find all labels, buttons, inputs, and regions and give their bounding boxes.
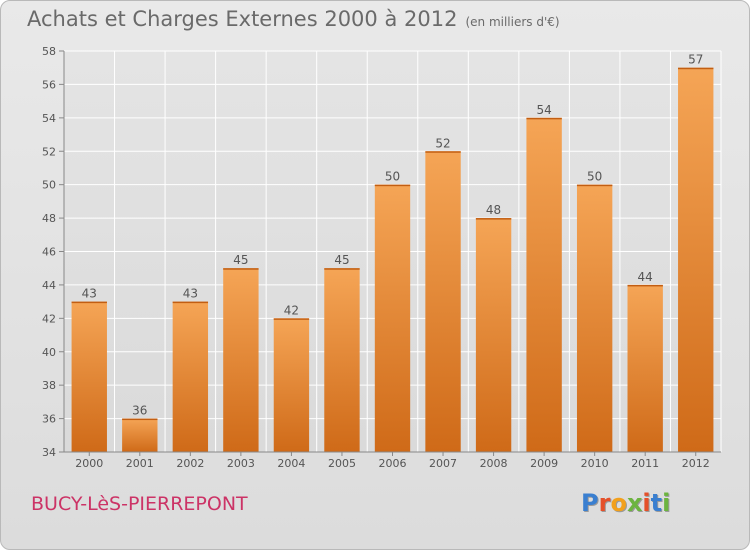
bar-top — [223, 268, 259, 270]
data-label: 50 — [587, 170, 602, 184]
data-label: 52 — [435, 136, 450, 150]
bar — [475, 218, 512, 452]
data-label: 57 — [688, 53, 703, 67]
y-tick-label: 48 — [42, 212, 56, 225]
data-label: 44 — [638, 270, 653, 284]
logo-letter: t — [650, 489, 663, 517]
y-tick-label: 46 — [42, 246, 56, 259]
bar — [425, 151, 461, 452]
x-tick-label: 2001 — [126, 457, 154, 470]
bar-top — [475, 218, 512, 220]
x-tick-label: 2002 — [176, 457, 204, 470]
x-tick-label: 2012 — [682, 457, 710, 470]
bar — [273, 318, 310, 452]
x-tick-label: 2006 — [379, 457, 407, 470]
logo-letter: r — [598, 489, 611, 517]
logo-letter: x — [626, 489, 643, 517]
x-tick-label: 2004 — [277, 457, 305, 470]
y-tick-label: 42 — [42, 312, 56, 325]
y-tick-label: 52 — [42, 145, 56, 158]
data-label: 43 — [82, 287, 97, 301]
bar — [324, 268, 360, 452]
bar — [576, 184, 613, 452]
chart-subtitle: (en milliers d'€) — [465, 15, 560, 29]
bar — [627, 284, 663, 452]
y-tick-label: 50 — [42, 179, 56, 192]
data-label: 43 — [183, 287, 198, 301]
bar — [526, 117, 562, 452]
x-tick-label: 2011 — [631, 457, 659, 470]
bar-top — [172, 301, 209, 304]
data-label: 36 — [132, 404, 147, 418]
bar — [122, 418, 158, 452]
x-tick-label: 2007 — [429, 457, 457, 470]
city-name: BUCY-LèS-PIERREPONT — [31, 493, 248, 515]
y-tick-label: 38 — [42, 379, 56, 392]
bar — [678, 67, 714, 452]
title-text: Achats et Charges Externes 2000 à 2012 — [27, 7, 458, 31]
bar-top — [627, 284, 663, 287]
y-tick-label: 58 — [42, 45, 56, 58]
x-tick-label: 2008 — [480, 457, 508, 470]
bar — [172, 301, 209, 452]
y-tick-label: 44 — [42, 279, 56, 292]
x-tick-label: 2005 — [328, 457, 356, 470]
x-tick-label: 2010 — [581, 457, 609, 470]
data-label: 45 — [233, 253, 248, 267]
logo-letter: i — [642, 489, 651, 517]
bar — [71, 301, 107, 452]
bar-top — [425, 151, 461, 153]
y-tick-label: 40 — [42, 346, 56, 359]
bar-top — [576, 184, 613, 187]
logo-letter: i — [662, 489, 671, 517]
y-tick-label: 34 — [42, 446, 56, 459]
data-label: 54 — [536, 103, 551, 117]
data-label: 45 — [334, 253, 349, 267]
x-tick-label: 2003 — [227, 457, 255, 470]
bar-top — [122, 418, 158, 421]
y-tick-label: 36 — [42, 413, 56, 426]
y-tick-label: 56 — [42, 78, 56, 91]
chart-title: Achats et Charges Externes 2000 à 2012 (e… — [27, 7, 560, 31]
x-tick-label: 2000 — [75, 457, 103, 470]
bar-top — [324, 268, 360, 270]
y-tick-label: 54 — [42, 112, 56, 125]
bar-top — [374, 184, 411, 187]
data-label: 50 — [385, 170, 400, 184]
bar — [223, 268, 259, 452]
bar-top — [526, 117, 562, 120]
logo-letter: o — [610, 489, 627, 517]
bar-top — [273, 318, 310, 320]
bar-top — [71, 301, 107, 304]
x-tick-label: 2009 — [530, 457, 558, 470]
axes: 34 36 38 40 42 44 46 48 50 52 54 56 58 2000 2001 2002 20… — [42, 45, 721, 470]
logo-letter: P — [581, 489, 599, 517]
bars: 43 36 43 45 42 45 50 52 48 54 50 44 57 — [71, 53, 714, 452]
data-label: 48 — [486, 203, 501, 217]
bar-top — [678, 67, 714, 70]
proxiti-logo: Proxiti — [581, 489, 670, 517]
data-label: 42 — [284, 303, 299, 317]
bar — [374, 184, 411, 452]
